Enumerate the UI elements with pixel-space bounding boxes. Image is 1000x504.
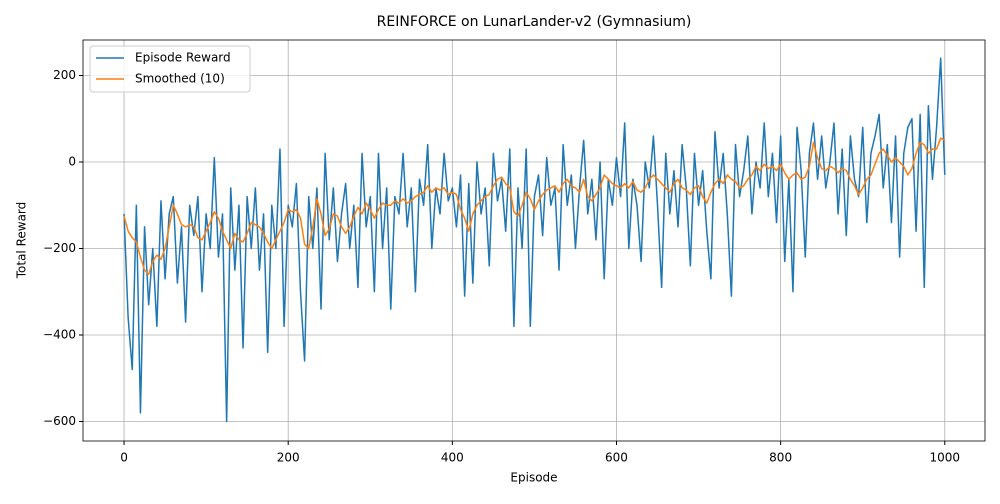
y-tick-label: −200: [43, 241, 76, 255]
y-tick-label: −600: [43, 414, 76, 428]
x-tick-label: 0: [120, 451, 128, 465]
x-tick-label: 1000: [930, 451, 961, 465]
x-axis-label: Episode: [510, 471, 557, 485]
y-tick-label: 0: [68, 154, 76, 168]
y-tick-label: −400: [43, 328, 76, 342]
x-tick-label: 200: [277, 451, 300, 465]
plot-frame: [82, 39, 986, 442]
chart-title: REINFORCE on LunarLander-v2 (Gymnasium): [377, 14, 692, 30]
series-line: [123, 57, 946, 423]
y-axis-label: Total Reward: [15, 202, 29, 280]
y-tick-label: 200: [53, 68, 76, 82]
x-tick-label: 400: [441, 451, 464, 465]
legend-box: [89, 45, 251, 93]
x-tick-label: 800: [769, 451, 792, 465]
legend-label: Smoothed (10): [135, 72, 225, 86]
legend-label: Episode Reward: [135, 51, 231, 65]
series-line: [123, 137, 946, 276]
x-tick-label: 600: [605, 451, 628, 465]
